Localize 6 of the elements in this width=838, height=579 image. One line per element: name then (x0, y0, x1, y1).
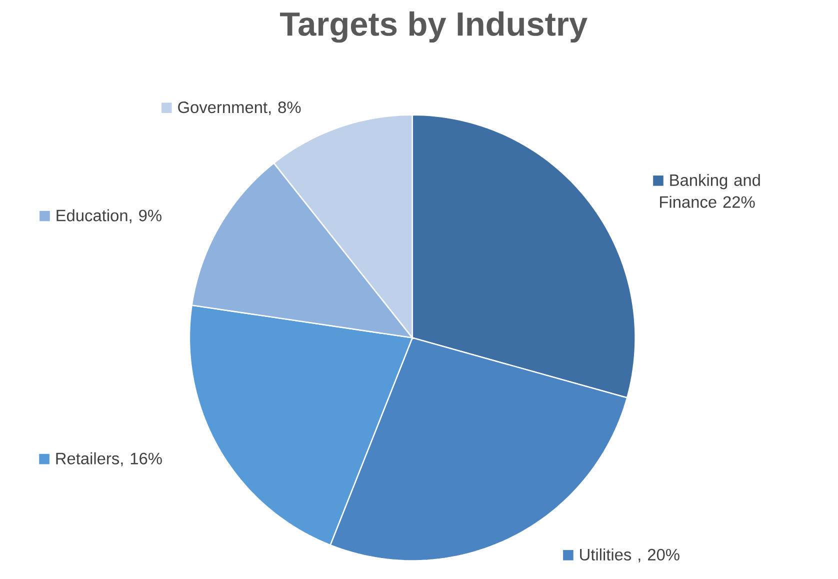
legend-label: Education, 9% (56, 209, 162, 224)
chart-title: Targets by Industry (280, 11, 588, 43)
legend-label: Utilities , 20% (580, 548, 680, 562)
legend-label: Government, 8% (178, 101, 301, 116)
legend-label: Banking and Finance 22% (660, 174, 760, 208)
legend-label: Retailers, 16% (56, 452, 162, 466)
